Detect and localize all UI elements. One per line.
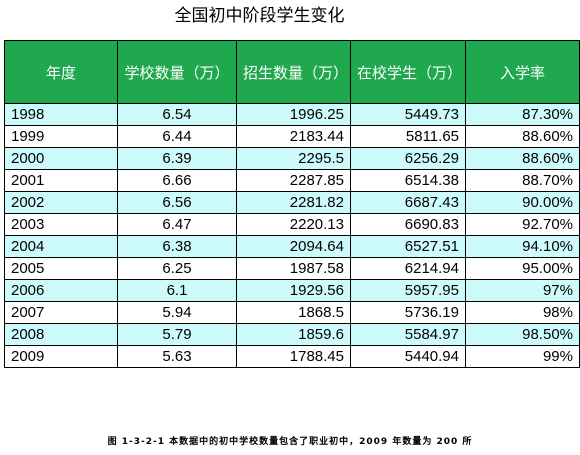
table-body: 1998 6.54 1996.25 5449.73 87.30% 1999 6.44 2183… [4, 103, 580, 368]
cell-school-count: 5.79 [117, 323, 237, 346]
header-students: 在校学生（万） [350, 40, 466, 104]
figure-caption: 图 1-3-2-1 本数据中的初中学校数量包含了职业初中，2009 年数量为 2… [107, 437, 473, 447]
page-title: 全国初中阶段学生变化 [174, 6, 345, 26]
cell-year: 2003 [4, 213, 118, 236]
cell-enrollment: 1987.58 [236, 257, 351, 280]
header-rate: 入学率 [465, 40, 580, 104]
cell-school-count: 5.94 [117, 301, 237, 324]
cell-school-count: 6.25 [117, 257, 237, 280]
cell-enrollment: 1859.6 [236, 323, 351, 346]
cell-enrollment: 2220.13 [236, 213, 351, 236]
cell-rate: 95.00% [465, 257, 580, 280]
cell-year: 2006 [4, 279, 118, 302]
cell-rate: 87.30% [465, 103, 580, 126]
table-row: 2000 6.39 2295.5 6256.29 88.60% [4, 147, 580, 170]
cell-year: 2007 [4, 301, 118, 324]
cell-rate: 97% [465, 279, 580, 302]
cell-year: 2004 [4, 235, 118, 258]
cell-enrollment: 2287.85 [236, 169, 351, 192]
cell-rate: 88.60% [465, 125, 580, 148]
data-table: 年度 学校数量（万） 招生数量（万） 在校学生（万） 入学率 1998 6.54 1… [4, 40, 580, 368]
table-header: 年度 学校数量（万） 招生数量（万） 在校学生（万） 入学率 [4, 40, 580, 104]
cell-enrollment: 2183.44 [236, 125, 351, 148]
table-row: 2008 5.79 1859.6 5584.97 98.50% [4, 323, 580, 346]
cell-year: 2001 [4, 169, 118, 192]
cell-rate: 98.50% [465, 323, 580, 346]
cell-year: 2002 [4, 191, 118, 214]
cell-school-count: 6.54 [117, 103, 237, 126]
cell-school-count: 5.63 [117, 345, 237, 368]
cell-rate: 88.60% [465, 147, 580, 170]
cell-students: 5449.73 [350, 103, 466, 126]
cell-rate: 88.70% [465, 169, 580, 192]
table-row: 2006 6.1 1929.56 5957.95 97% [4, 279, 580, 302]
cell-students: 6514.38 [350, 169, 466, 192]
cell-students: 6256.29 [350, 147, 466, 170]
cell-enrollment: 1788.45 [236, 345, 351, 368]
cell-rate: 92.70% [465, 213, 580, 236]
cell-school-count: 6.56 [117, 191, 237, 214]
header-row: 年度 学校数量（万） 招生数量（万） 在校学生（万） 入学率 [4, 40, 580, 104]
cell-enrollment: 1996.25 [236, 103, 351, 126]
cell-school-count: 6.39 [117, 147, 237, 170]
cell-enrollment: 2281.82 [236, 191, 351, 214]
cell-students: 5440.94 [350, 345, 466, 368]
table-row: 1998 6.54 1996.25 5449.73 87.30% [4, 103, 580, 126]
cell-enrollment: 1868.5 [236, 301, 351, 324]
cell-enrollment: 1929.56 [236, 279, 351, 302]
table-row: 2007 5.94 1868.5 5736.19 98% [4, 301, 580, 324]
cell-rate: 98% [465, 301, 580, 324]
table-row: 1999 6.44 2183.44 5811.65 88.60% [4, 125, 580, 148]
cell-year: 1999 [4, 125, 118, 148]
cell-school-count: 6.38 [117, 235, 237, 258]
cell-year: 2009 [4, 345, 118, 368]
cell-rate: 99% [465, 345, 580, 368]
cell-students: 5811.65 [350, 125, 466, 148]
cell-students: 6214.94 [350, 257, 466, 280]
header-year: 年度 [4, 40, 118, 104]
cell-students: 6690.83 [350, 213, 466, 236]
cell-rate: 90.00% [465, 191, 580, 214]
cell-year: 2008 [4, 323, 118, 346]
cell-rate: 94.10% [465, 235, 580, 258]
table-row: 2003 6.47 2220.13 6690.83 92.70% [4, 213, 580, 236]
cell-enrollment: 2094.64 [236, 235, 351, 258]
table-row: 2009 5.63 1788.45 5440.94 99% [4, 345, 580, 368]
cell-year: 1998 [4, 103, 118, 126]
table-row: 2005 6.25 1987.58 6214.94 95.00% [4, 257, 580, 280]
table-row: 2004 6.38 2094.64 6527.51 94.10% [4, 235, 580, 258]
cell-students: 6687.43 [350, 191, 466, 214]
cell-school-count: 6.1 [117, 279, 237, 302]
cell-students: 5957.95 [350, 279, 466, 302]
cell-students: 6527.51 [350, 235, 466, 258]
cell-school-count: 6.66 [117, 169, 237, 192]
table-row: 2002 6.56 2281.82 6687.43 90.00% [4, 191, 580, 214]
header-school-count: 学校数量（万） [117, 40, 237, 104]
cell-year: 2000 [4, 147, 118, 170]
cell-school-count: 6.44 [117, 125, 237, 148]
cell-students: 5584.97 [350, 323, 466, 346]
cell-school-count: 6.47 [117, 213, 237, 236]
cell-students: 5736.19 [350, 301, 466, 324]
table-row: 2001 6.66 2287.85 6514.38 88.70% [4, 169, 580, 192]
header-enrollment: 招生数量（万） [236, 40, 351, 104]
cell-year: 2005 [4, 257, 118, 280]
cell-enrollment: 2295.5 [236, 147, 351, 170]
